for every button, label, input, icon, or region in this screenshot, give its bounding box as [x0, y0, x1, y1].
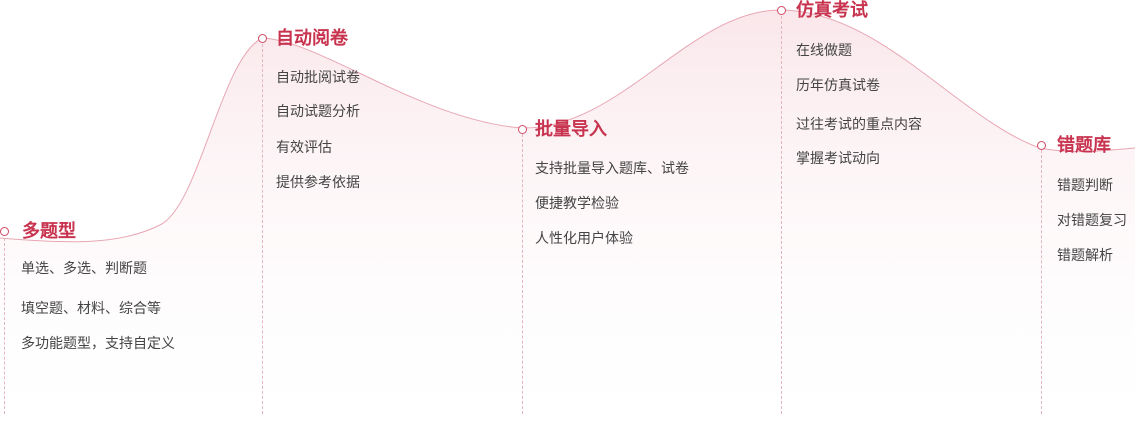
stage-title: 多题型	[22, 221, 76, 242]
stage-item: 掌握考试动向	[796, 151, 880, 167]
stage-items: 自动批阅试卷 自动试题分析 有效评估 提供参考依据	[276, 68, 360, 193]
stage-item: 错题判断	[1057, 178, 1113, 194]
stage-item: 人性化用户体验	[535, 231, 633, 247]
stage-marker-icon	[518, 125, 527, 134]
stage-title: 批量导入	[535, 119, 607, 140]
stage-items: 在线做题 历年仿真试卷 过往考试的重点内容 掌握考试动向	[796, 41, 922, 169]
stage-title: 仿真考试	[796, 0, 868, 21]
stage-item: 便捷教学检验	[535, 196, 619, 212]
stage-items: 支持批量导入题库、试卷 便捷教学检验 人性化用户体验	[535, 159, 689, 249]
stage-line-3	[522, 134, 523, 414]
stage-marker-icon	[258, 34, 267, 43]
stage-line-5	[1041, 150, 1042, 414]
stage-item: 自动批阅试卷	[276, 70, 360, 86]
stage-item: 过往考试的重点内容	[796, 117, 922, 133]
stage-title: 错题库	[1057, 135, 1111, 156]
stage-marker-icon	[0, 227, 9, 236]
stage-item: 错题解析	[1057, 248, 1113, 264]
stage-item: 填空题、材料、综合等	[21, 301, 161, 317]
stage-item: 在线做题	[796, 43, 852, 59]
stage-item: 单选、多选、判断题	[21, 261, 147, 277]
stage-marker-icon	[1037, 141, 1046, 150]
stage-line-2	[262, 44, 263, 414]
stage-items: 单选、多选、判断题 填空题、材料、综合等 多功能题型，支持自定义	[21, 259, 175, 354]
stage-line-1	[4, 238, 5, 414]
stage-items: 错题判断 对错题复习 错题解析	[1057, 176, 1127, 266]
stage-item: 多功能题型，支持自定义	[21, 336, 175, 352]
stage-item: 对错题复习	[1057, 213, 1127, 229]
stage-item: 自动试题分析	[276, 104, 360, 120]
stage-item: 支持批量导入题库、试卷	[535, 161, 689, 177]
stage-item: 提供参考依据	[276, 175, 360, 191]
stage-line-4	[781, 16, 782, 414]
wave-fill	[0, 10, 1135, 447]
stage-item: 历年仿真试卷	[796, 78, 880, 94]
stage-marker-icon	[777, 6, 786, 15]
stage-item: 有效评估	[276, 140, 332, 156]
stage-title: 自动阅卷	[276, 28, 348, 49]
